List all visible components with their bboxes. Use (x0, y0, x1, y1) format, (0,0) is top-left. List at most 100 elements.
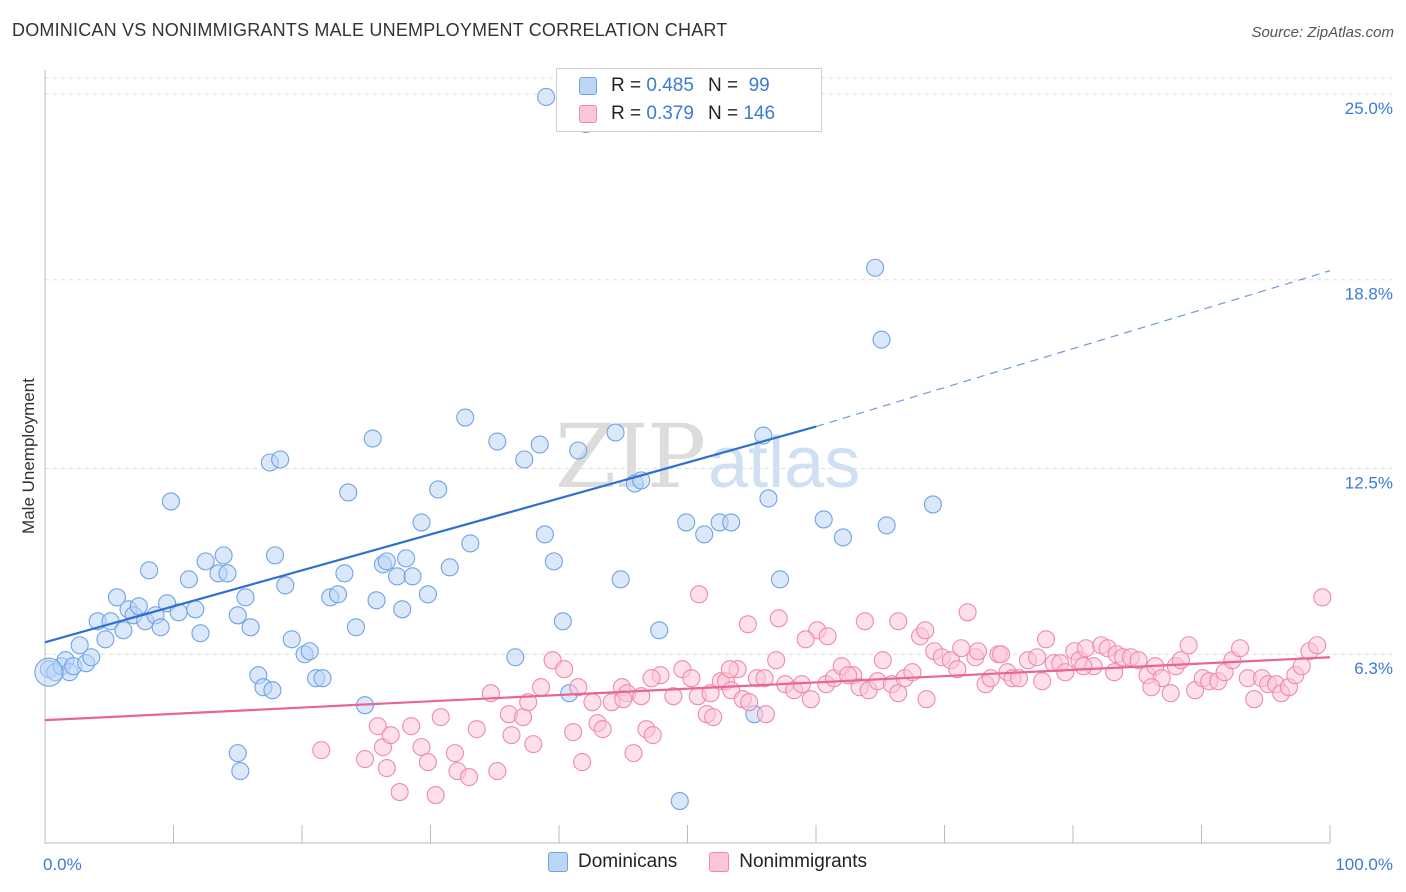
point-nonimmigrants (690, 585, 709, 604)
point-nonimmigrants (583, 693, 602, 712)
point-dominicans (403, 567, 422, 586)
legend-row-nonimmigrants: R = 0.379 N = 146 (579, 101, 775, 127)
point-dominicans (412, 513, 431, 532)
point-nonimmigrants (1245, 690, 1264, 709)
point-dominicans (530, 435, 549, 454)
point-dominicans (265, 546, 285, 565)
point-dominicans (569, 441, 588, 460)
point-nonimmigrants (981, 669, 1000, 688)
point-nonimmigrants (1036, 630, 1056, 649)
point-dominicans (276, 576, 295, 595)
point-dominicans (191, 624, 210, 643)
point-nonimmigrants (889, 612, 908, 631)
legend-r-label: R = (611, 75, 642, 96)
point-nonimmigrants (1179, 636, 1198, 655)
point-nonimmigrants (524, 735, 543, 754)
point-nonimmigrants (642, 669, 661, 688)
point-dominicans (140, 561, 159, 580)
point-nonimmigrants (1171, 651, 1190, 670)
legend-row-dominicans: R = 0.485 N = 99 (579, 73, 770, 99)
point-dominicans (377, 552, 396, 571)
point-nonimmigrants (1142, 678, 1161, 697)
point-dominicans (70, 636, 89, 655)
legend-swatch-dominicans (579, 77, 597, 95)
point-nonimmigrants (593, 720, 612, 739)
point-nonimmigrants (720, 660, 739, 679)
point-dominicans (872, 330, 891, 349)
point-nonimmigrants (873, 651, 892, 670)
legend-r-value: 0.485 (646, 75, 694, 96)
point-nonimmigrants (740, 693, 759, 712)
point-nonimmigrants (390, 783, 409, 802)
point-dominicans (866, 258, 885, 277)
point-nonimmigrants (426, 786, 445, 805)
point-dominicans (722, 513, 741, 532)
legend-label-dominicans: Dominicans (578, 851, 678, 872)
point-dominicans (236, 588, 255, 607)
point-nonimmigrants (569, 678, 588, 697)
point-nonimmigrants (377, 759, 396, 778)
point-dominicans (440, 558, 459, 577)
point-nonimmigrants (1105, 663, 1124, 682)
legend-label-nonimmigrants: Nonimmigrants (739, 851, 868, 872)
gridlines (45, 77, 1392, 655)
point-nonimmigrants (1056, 663, 1075, 682)
point-nonimmigrants (839, 666, 858, 685)
point-dominicans (456, 408, 475, 427)
point-dominicans (263, 681, 282, 700)
point-dominicans (611, 570, 630, 589)
point-dominicans (363, 429, 382, 448)
point-dominicans (461, 534, 480, 553)
point-nonimmigrants (682, 669, 701, 688)
point-nonimmigrants (767, 651, 786, 670)
point-nonimmigrants (431, 708, 450, 727)
point-nonimmigrants (1076, 639, 1095, 658)
series-legend: Dominicans Nonimmigrants (548, 851, 899, 873)
point-dominicans (218, 564, 237, 583)
legend-n-value: 99 (748, 75, 770, 96)
chart-title: DOMINICAN VS NONIMMIGRANTS MALE UNEMPLOY… (12, 20, 728, 40)
point-nonimmigrants (368, 717, 387, 736)
point-nonimmigrants (412, 738, 431, 757)
point-dominicans (161, 492, 180, 511)
point-nonimmigrants (738, 615, 757, 634)
legend-r-value: 0.379 (646, 103, 694, 124)
point-nonimmigrants (855, 612, 874, 631)
point-dominicans (214, 546, 233, 565)
point-nonimmigrants (818, 627, 837, 646)
point-dominicans (606, 423, 625, 442)
legend-swatch-dominicans (548, 852, 568, 872)
point-dominicans (515, 450, 534, 469)
point-dominicans (196, 552, 215, 571)
point-nonimmigrants (1231, 639, 1250, 658)
point-nonimmigrants (755, 669, 774, 688)
point-nonimmigrants (624, 744, 643, 763)
point-dominicans (282, 630, 301, 649)
point-dominicans (96, 630, 115, 649)
point-nonimmigrants (796, 630, 815, 649)
point-nonimmigrants (381, 726, 400, 745)
point-nonimmigrants (801, 690, 820, 709)
point-dominicans (313, 669, 332, 688)
point-nonimmigrants (1033, 672, 1052, 691)
point-nonimmigrants (614, 690, 633, 709)
point-dominicans (759, 489, 778, 508)
point-dominicans (335, 564, 354, 583)
point-nonimmigrants (769, 609, 788, 628)
point-dominicans (82, 648, 101, 667)
point-nonimmigrants (1074, 657, 1093, 676)
point-dominicans (241, 618, 260, 637)
point-dominicans (231, 762, 250, 781)
point-dominicans (271, 450, 290, 469)
y-axis-title: Male Unemployment (19, 378, 38, 534)
point-nonimmigrants (1308, 636, 1327, 655)
point-dominicans (114, 621, 133, 640)
point-dominicans (393, 600, 412, 619)
point-nonimmigrants (502, 726, 521, 745)
point-dominicans (535, 525, 554, 544)
point-dominicans (129, 597, 148, 616)
axis-labels: 6.3% 12.5% 18.8% 25.0% 0.0% 100.0% Male Unempl… (19, 99, 1393, 874)
trend-line-dominicans-projection (815, 270, 1331, 428)
point-dominicans (339, 483, 358, 502)
